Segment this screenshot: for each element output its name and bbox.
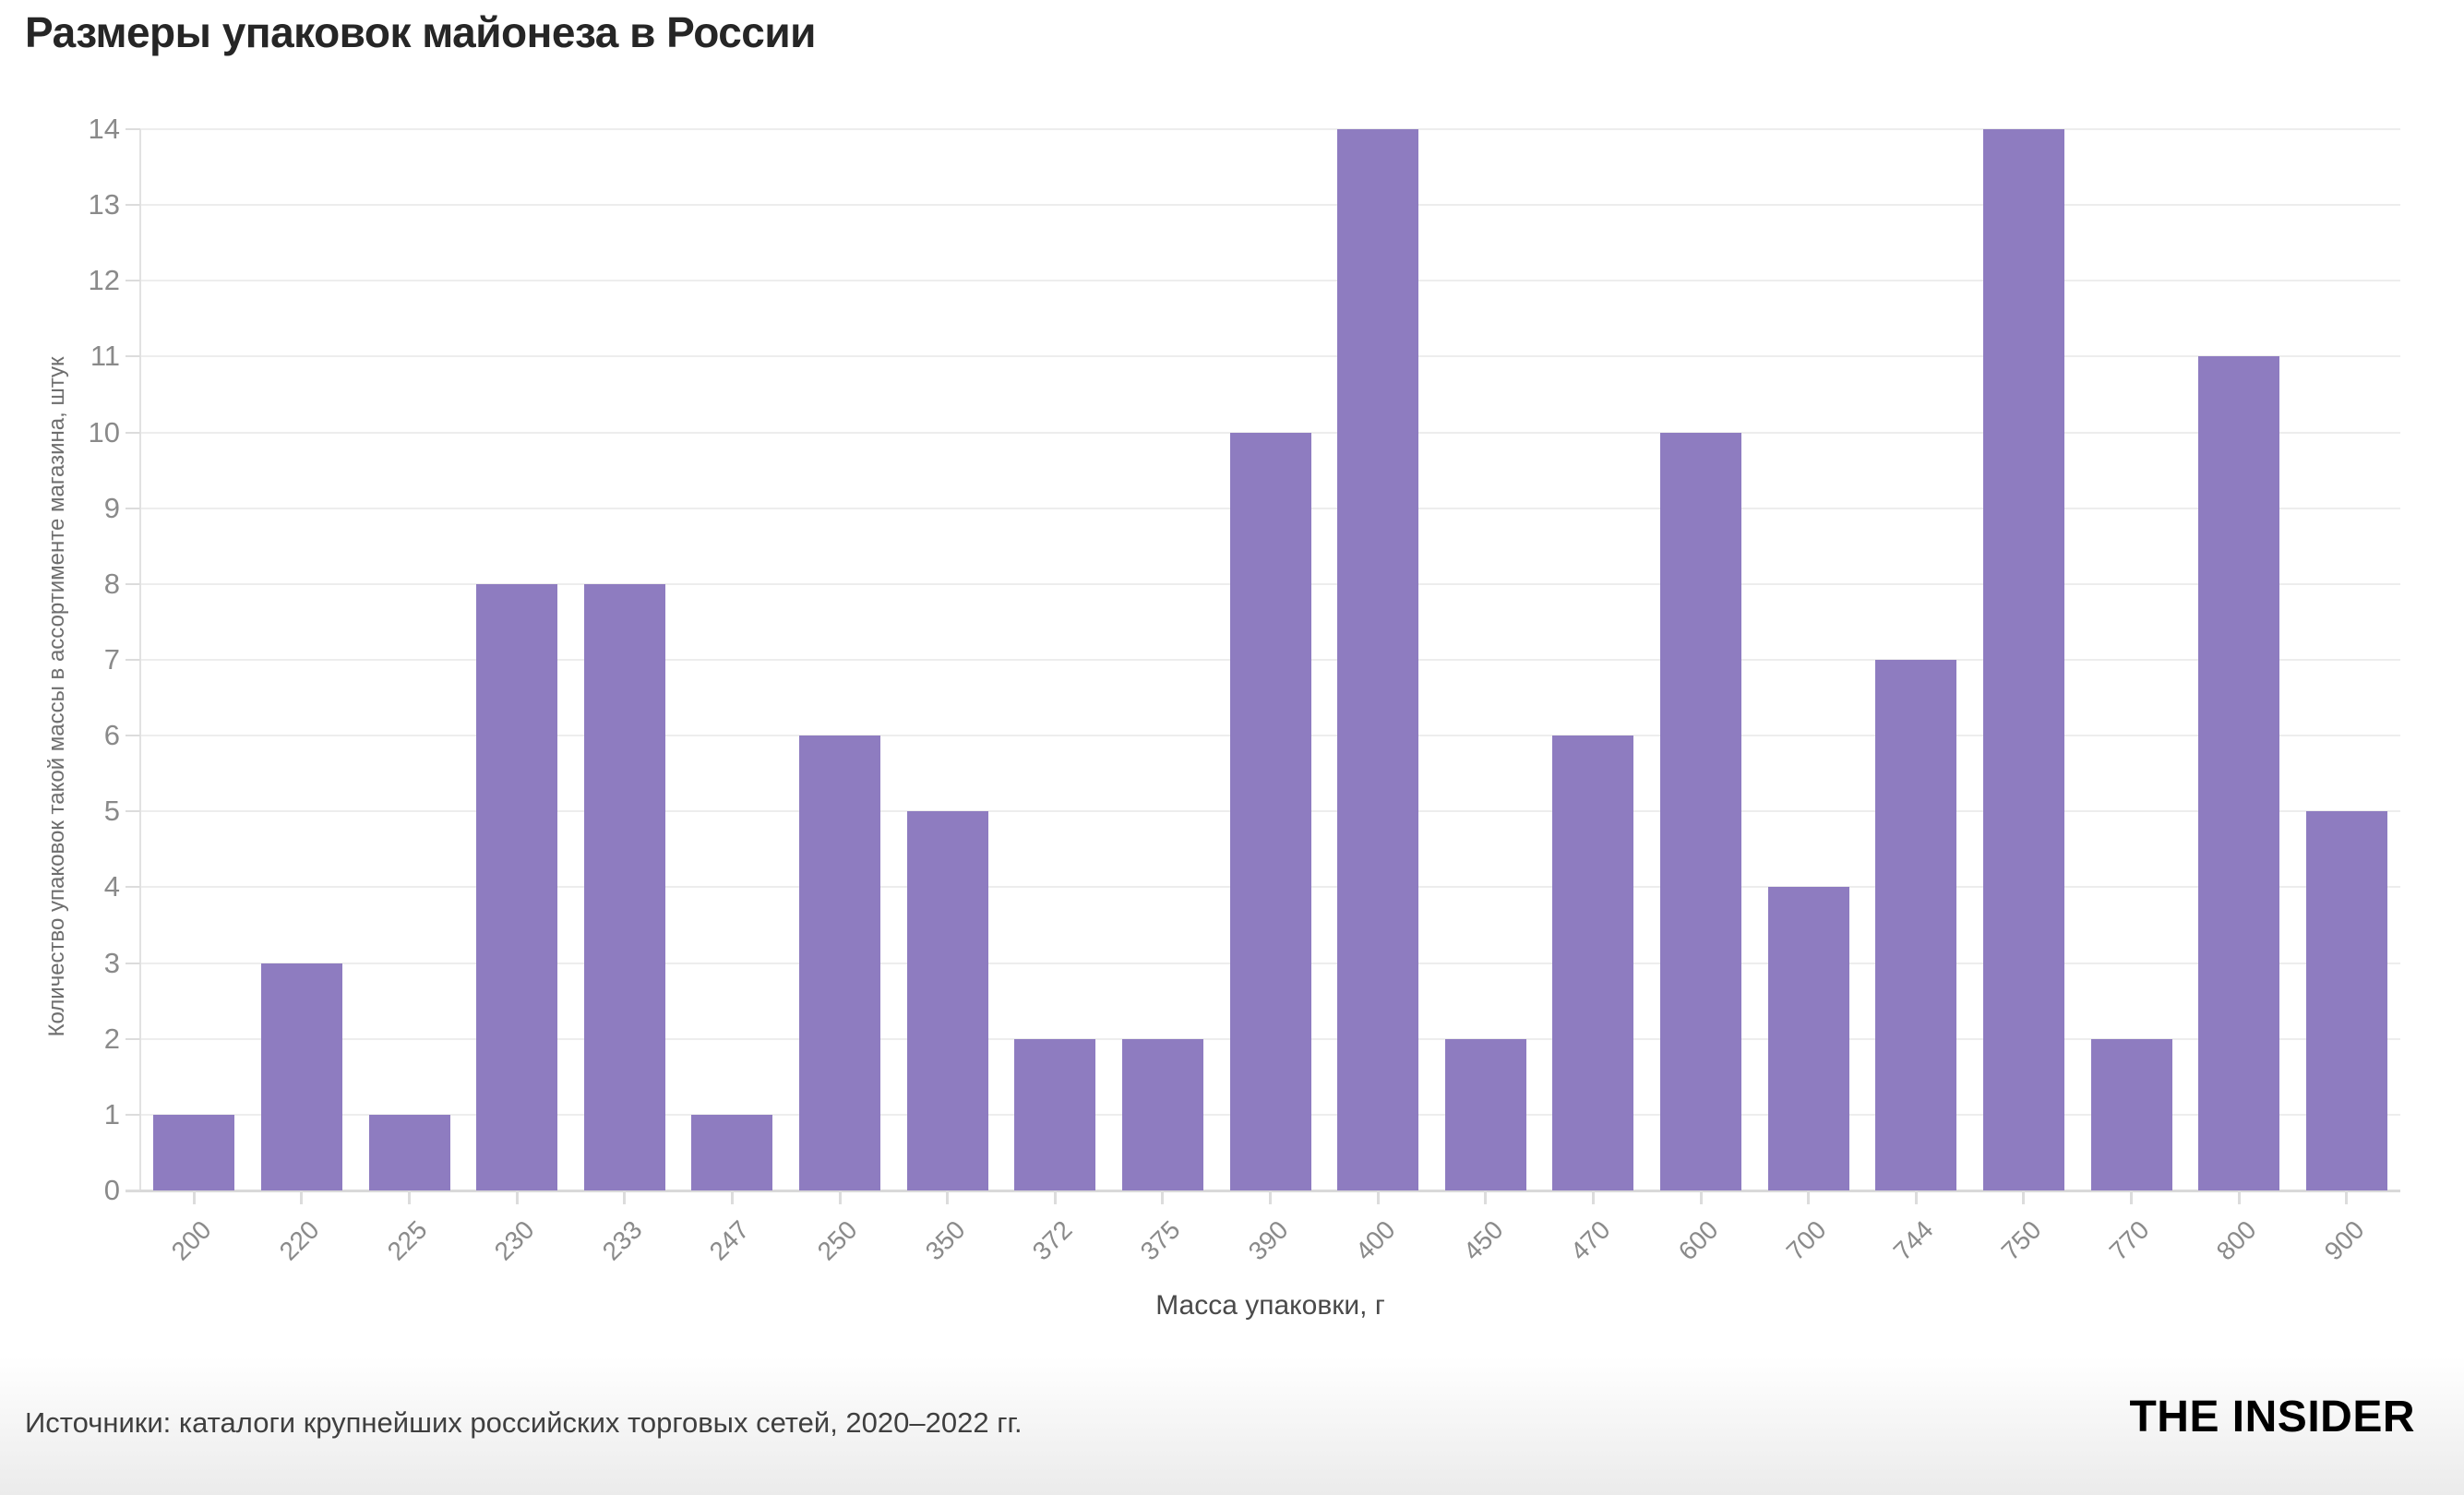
x-axis-title: Масса упаковки, г [1155, 1290, 1385, 1321]
source-note: Источники: каталоги крупнейших российски… [25, 1406, 1023, 1439]
x-axis-line [126, 1190, 2400, 1192]
brand-logo: THE INSIDER [2129, 1393, 2415, 1441]
y-tick-label: 1 [103, 1097, 120, 1130]
bar-800[interactable] [2198, 356, 2280, 1190]
bar-233[interactable] [583, 583, 665, 1190]
y-axis-tick [126, 431, 140, 434]
y-axis-tick [126, 659, 140, 661]
bar-200[interactable] [153, 1114, 235, 1190]
bar-375[interactable] [1121, 1038, 1203, 1190]
bar-900[interactable] [2305, 811, 2387, 1190]
bar-700[interactable] [1767, 887, 1849, 1190]
x-axis-tick [2237, 1190, 2241, 1204]
x-axis-tick [1807, 1190, 1811, 1204]
x-axis-tick [1161, 1190, 1165, 1204]
x-axis-tick [1699, 1190, 1703, 1204]
x-axis-tick [946, 1190, 950, 1204]
x-axis-tick [2130, 1190, 2133, 1204]
bar-744[interactable] [1875, 660, 1957, 1190]
y-tick-label: 8 [103, 567, 120, 600]
x-axis-tick [192, 1190, 196, 1204]
bar-390[interactable] [1229, 432, 1311, 1190]
y-tick-label: 13 [88, 188, 120, 221]
y-tick-label: 3 [103, 946, 120, 979]
y-axis-tick [126, 962, 140, 964]
y-tick-label: 5 [103, 795, 120, 828]
x-axis-tick [408, 1190, 411, 1204]
y-tick-label: 6 [103, 719, 120, 752]
bar-350[interactable] [906, 811, 988, 1190]
plot-area: 0 1 2 3 4 5 6 7 8 9 10 11 12 13 14 200 220 225 230 233 247 25… [89, 114, 2400, 1266]
bar-600[interactable] [1660, 432, 1741, 1190]
y-axis-tick [126, 507, 140, 509]
x-axis-tick [838, 1190, 842, 1204]
bar-750[interactable] [1982, 129, 2064, 1190]
bar-450[interactable] [1444, 1038, 1526, 1190]
bar-770[interactable] [2090, 1038, 2172, 1190]
footer-gradient [0, 1357, 2464, 1495]
x-axis-tick [1914, 1190, 1918, 1204]
x-axis-tick [2022, 1190, 2026, 1204]
bar-230[interactable] [476, 583, 558, 1190]
y-tick-label: 9 [103, 491, 120, 524]
y-axis-tick [126, 582, 140, 585]
y-tick-label: 14 [88, 113, 120, 145]
y-tick-label: 10 [88, 415, 120, 448]
y-axis-tick [126, 886, 140, 889]
x-axis-tick [1591, 1190, 1595, 1204]
y-axis-tick [126, 1037, 140, 1040]
y-axis-tick [126, 735, 140, 737]
y-tick-label: 0 [103, 1174, 120, 1206]
y-axis-title: Количество упаковок такой массы в ассорт… [44, 356, 69, 1037]
x-axis-tick [623, 1190, 627, 1204]
x-axis-tick [730, 1190, 734, 1204]
bar-247[interactable] [691, 1114, 773, 1190]
gridline [140, 431, 2400, 434]
bar-225[interactable] [368, 1114, 450, 1190]
y-tick-label: 4 [103, 870, 120, 903]
gridline [140, 204, 2400, 207]
x-axis-tick [515, 1190, 519, 1204]
x-axis-tick [1053, 1190, 1057, 1204]
bar-372[interactable] [1014, 1038, 1096, 1190]
y-tick-label: 12 [88, 264, 120, 297]
bar-250[interactable] [799, 736, 880, 1190]
x-axis-tick [1484, 1190, 1488, 1204]
bar-220[interactable] [260, 963, 342, 1190]
gridline [140, 128, 2400, 130]
y-axis-tick [126, 1190, 140, 1191]
y-axis-tick [126, 810, 140, 813]
y-axis-line [139, 129, 141, 1190]
y-axis-tick [126, 1113, 140, 1116]
gridline [140, 355, 2400, 358]
y-axis-tick [126, 128, 140, 130]
y-tick-label: 11 [90, 340, 120, 373]
x-axis-tick [1376, 1190, 1380, 1204]
x-axis-tick [2345, 1190, 2349, 1204]
x-axis-tick [1269, 1190, 1272, 1204]
y-axis-tick [126, 355, 140, 358]
y-tick-label: 7 [103, 643, 120, 676]
y-axis-tick [126, 204, 140, 207]
bar-400[interactable] [1337, 129, 1419, 1190]
bar-470[interactable] [1552, 736, 1634, 1190]
gridline [140, 280, 2400, 282]
x-axis-tick [300, 1190, 304, 1204]
y-tick-label: 2 [103, 1022, 120, 1055]
y-axis-tick [126, 280, 140, 282]
chart-title: Размеры упаковок майонеза в России [25, 8, 816, 56]
